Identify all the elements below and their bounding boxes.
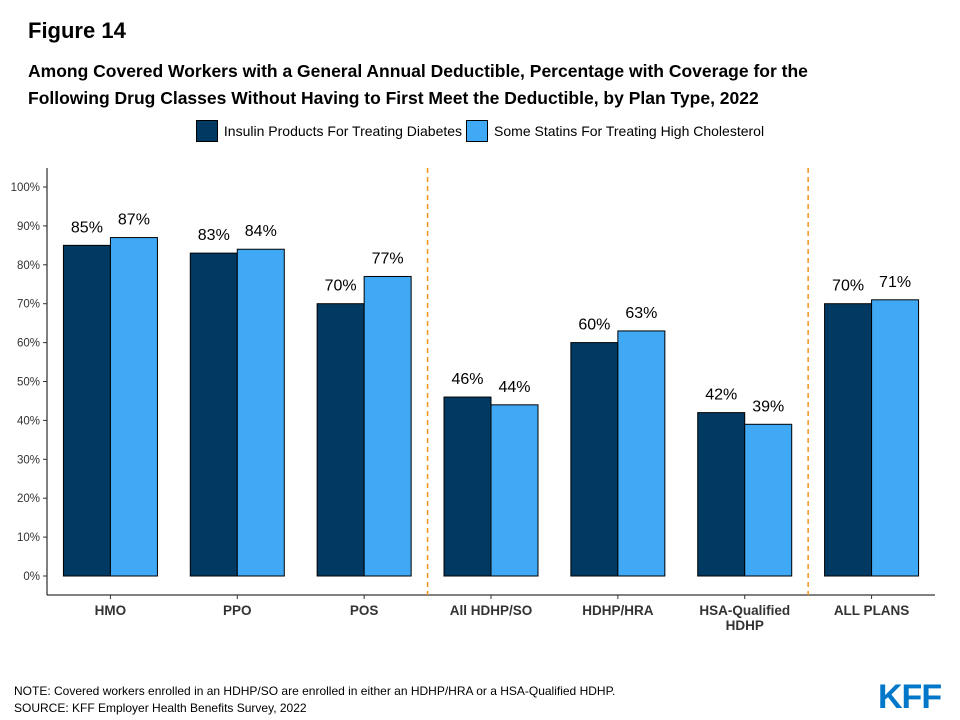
bar-insulin [189, 252, 238, 577]
data-label: 87% [118, 212, 150, 229]
footnote: NOTE: Covered workers enrolled in an HDH… [14, 683, 615, 717]
bar-statins [617, 330, 666, 577]
bar-insulin [824, 303, 873, 577]
data-label: 44% [498, 379, 530, 396]
legend-item-statins: Some Statins For Treating High Cholester… [466, 120, 764, 142]
bar-statins [744, 423, 793, 577]
source-text: SOURCE: KFF Employer Health Benefits Sur… [14, 701, 307, 715]
bar-insulin [443, 396, 492, 577]
data-label: 84% [245, 223, 277, 240]
legend-swatch-insulin [195, 120, 218, 142]
x-tick-label: HMO [95, 603, 127, 618]
x-tick-label: All HDHP/SO [450, 603, 533, 618]
bar-statins [363, 275, 412, 577]
legend-swatch-statins [466, 120, 489, 142]
y-tick-label: 10% [17, 532, 40, 544]
x-tick-label: HDHP [726, 618, 764, 633]
bar-insulin [697, 412, 746, 577]
kff-logo: KFF [878, 678, 942, 716]
data-label: 63% [625, 305, 657, 322]
data-label: 42% [705, 387, 737, 404]
chart-title-line-1: Among Covered Workers with a General Ann… [28, 61, 808, 81]
data-label: 77% [372, 250, 404, 267]
y-tick-label: 0% [23, 571, 40, 583]
data-label: 60% [578, 317, 610, 334]
legend-label-insulin: Insulin Products For Treating Diabetes [223, 123, 463, 139]
data-label: 85% [71, 219, 103, 236]
bar-chart: 0% 10% 20% 30% 40% 50% 60% 70% 80% 90% 100% 85% 87% H… [11, 168, 935, 633]
bar-insulin [316, 303, 365, 577]
x-tick-label: PPO [223, 603, 252, 618]
y-tick-label: 60% [17, 338, 40, 350]
y-tick-label: 30% [17, 454, 40, 466]
chart-title: Among Covered Workers with a General Ann… [28, 58, 938, 112]
y-tick-label: 90% [17, 221, 40, 233]
y-tick-label: 20% [17, 493, 40, 505]
y-tick-label: 100% [11, 182, 40, 194]
bar-statins [109, 237, 158, 577]
legend-label-statins: Some Statins For Treating High Cholester… [494, 123, 765, 139]
bar-statins [490, 404, 539, 577]
y-tick-label: 50% [17, 377, 40, 389]
chart-legend: Insulin Products For Treating Diabetes S… [0, 120, 960, 142]
data-label: 83% [198, 227, 230, 244]
note-text: NOTE: Covered workers enrolled in an HDH… [14, 684, 616, 698]
data-label: 70% [832, 278, 864, 295]
x-tick-label: HDHP/HRA [582, 603, 654, 618]
legend-item-insulin: Insulin Products For Treating Diabetes [195, 120, 463, 142]
x-tick-label: ALL PLANS [834, 603, 910, 618]
data-label: 46% [451, 371, 483, 388]
bar-statins [871, 299, 920, 577]
y-tick-label: 80% [17, 260, 40, 272]
figure-label: Figure 14 [28, 18, 126, 43]
chart-title-line-2: Following Drug Classes Without Having to… [28, 88, 759, 108]
bar-insulin [62, 244, 111, 577]
x-tick-label: HSA-Qualified [699, 603, 790, 618]
y-tick-label: 40% [17, 415, 40, 427]
data-label: 71% [879, 274, 911, 291]
data-label: 39% [752, 398, 784, 415]
bar-insulin [570, 342, 619, 577]
x-tick-label: POS [350, 603, 379, 618]
data-label: 70% [325, 278, 357, 295]
bar-statins [236, 248, 285, 577]
y-tick-label: 70% [17, 299, 40, 311]
